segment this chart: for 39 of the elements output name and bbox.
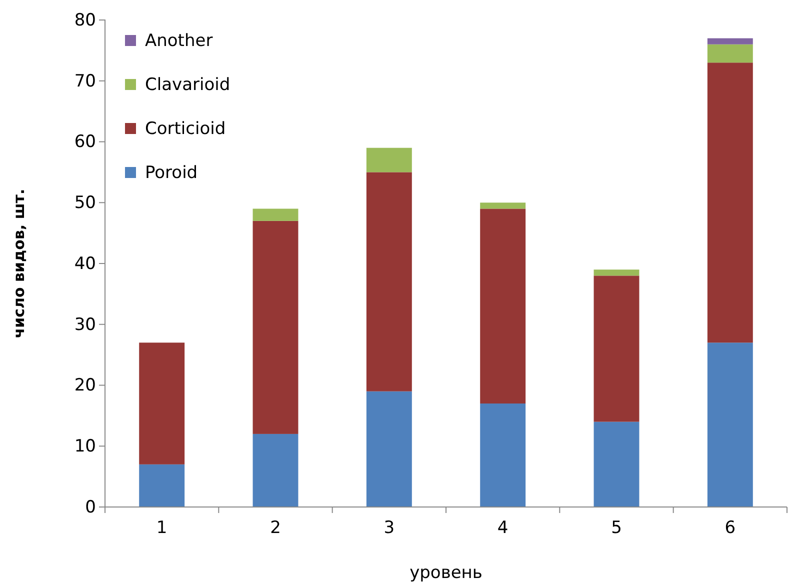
bar <box>139 342 185 464</box>
y-tick-label: 70 <box>74 71 96 92</box>
bar <box>594 270 640 276</box>
bar <box>480 404 526 507</box>
bar <box>366 172 412 392</box>
y-axis-title: число видов, шт. <box>10 188 28 338</box>
legend-label: Poroid <box>145 163 198 183</box>
legend-label: Another <box>145 31 213 51</box>
x-tick-label: 6 <box>724 518 736 538</box>
y-tick-label: 10 <box>74 436 96 457</box>
y-tick-label: 20 <box>74 376 96 396</box>
bar <box>252 208 298 221</box>
x-tick-label: 1 <box>156 518 168 538</box>
bar <box>707 44 753 63</box>
y-tick-label: 40 <box>74 254 96 274</box>
x-tick-label: 2 <box>270 518 281 538</box>
bar <box>139 464 185 507</box>
bar <box>480 208 526 404</box>
bar <box>480 202 526 209</box>
bar <box>366 391 412 507</box>
bar <box>707 38 753 44</box>
bar <box>366 148 412 172</box>
legend-label: Corticioid <box>145 119 226 139</box>
bar <box>707 62 753 343</box>
y-tick-label: 60 <box>74 132 96 152</box>
x-tick-label: 5 <box>611 518 622 538</box>
x-tick-label: 3 <box>384 518 395 538</box>
legend-label: Clavarioid <box>145 75 230 95</box>
y-tick-label: 50 <box>74 193 96 214</box>
x-tick-label: 4 <box>497 518 508 538</box>
bar <box>252 220 298 434</box>
y-tick-label: 80 <box>74 10 96 30</box>
x-axis-title: уровень <box>410 563 482 583</box>
y-tick-label: 0 <box>85 497 96 518</box>
bar <box>252 434 298 507</box>
bar <box>594 276 640 422</box>
bar <box>707 342 753 507</box>
y-tick-label: 30 <box>74 314 96 335</box>
bar <box>594 422 640 507</box>
